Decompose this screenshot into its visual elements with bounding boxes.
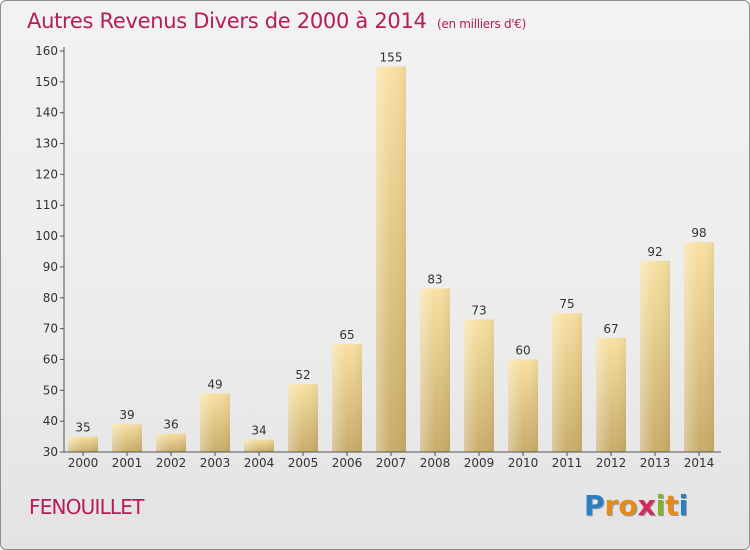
y-tick-label-60: 60	[43, 352, 58, 366]
data-label-2007: 155	[380, 50, 403, 64]
x-tick-label-2004: 2004	[244, 456, 275, 470]
chart-title: Autres Revenus Divers de 2000 à 2014 (en…	[27, 9, 526, 33]
bar-shade-2001	[112, 424, 142, 452]
bar-shade-2002	[156, 433, 186, 452]
y-tick-label-100: 100	[35, 229, 58, 243]
bar-shade-2010	[508, 359, 538, 452]
logo-letter: o	[618, 489, 638, 522]
y-tick-label-40: 40	[43, 414, 58, 428]
y-tick-label-50: 50	[43, 383, 58, 397]
x-tick-label-2006: 2006	[332, 456, 363, 470]
data-label-2008: 83	[427, 273, 442, 287]
data-label-2006: 65	[339, 328, 354, 342]
x-tick-label-2012: 2012	[596, 456, 627, 470]
bar-shade-2007	[376, 66, 406, 452]
data-label-2004: 34	[251, 424, 266, 438]
bar-shade-2014	[684, 242, 714, 452]
logo-letter: P	[584, 489, 605, 522]
x-tick-label-2010: 2010	[508, 456, 539, 470]
y-tick-label-130: 130	[35, 137, 58, 151]
x-tick-label-2007: 2007	[376, 456, 407, 470]
x-tick-label-2009: 2009	[464, 456, 495, 470]
chart-title-text: Autres Revenus Divers de 2000 à 2014	[27, 9, 427, 33]
y-tick-label-30: 30	[43, 445, 58, 459]
bar-shade-2011	[552, 313, 582, 452]
data-label-2000: 35	[75, 421, 90, 435]
y-tick-label-150: 150	[35, 75, 58, 89]
bar-shade-2013	[640, 260, 670, 452]
logo-letter: r	[604, 489, 619, 522]
axes-group: 2000 2001 2002 2003 2004 2005 2006 2007 2008 2009…	[35, 44, 721, 470]
data-label-2009: 73	[471, 303, 486, 317]
y-tick-label-80: 80	[43, 291, 58, 305]
x-tick-label-2002: 2002	[156, 456, 187, 470]
y-tick-label-160: 160	[35, 44, 58, 58]
data-label-2005: 52	[295, 368, 310, 382]
logo-letter: i	[678, 489, 689, 522]
x-tick-label-2008: 2008	[420, 456, 451, 470]
bar-shade-2009	[464, 319, 494, 452]
y-tick-label-90: 90	[43, 260, 58, 274]
proxiti-logo: Proxiti	[584, 489, 688, 522]
y-tick-label-120: 120	[35, 167, 58, 181]
logo-letter: x	[637, 489, 656, 522]
logo-letter: t	[665, 489, 679, 522]
y-tick-label-140: 140	[35, 106, 58, 120]
x-tick-label-2014: 2014	[684, 456, 715, 470]
x-tick-label-2001: 2001	[112, 456, 143, 470]
bar-shade-2005	[288, 384, 318, 452]
bar-shade-2008	[420, 288, 450, 452]
data-label-2011: 75	[559, 297, 574, 311]
bar-shade-2000	[68, 436, 98, 452]
bars-group: 35 39 36 49 34 52 65 155 83 73 60 75 67 92 98	[68, 50, 714, 452]
bar-shade-2003	[200, 393, 230, 452]
x-tick-label-2005: 2005	[288, 456, 319, 470]
data-label-2002: 36	[163, 417, 178, 431]
data-label-2003: 49	[207, 377, 222, 391]
logo-letter: i	[655, 489, 666, 522]
bar-shade-2012	[596, 337, 626, 452]
x-tick-label-2000: 2000	[68, 456, 99, 470]
x-tick-label-2011: 2011	[552, 456, 583, 470]
bar-shade-2004	[244, 439, 274, 452]
chart-subtitle: (en milliers d'€)	[437, 17, 527, 31]
data-label-2001: 39	[119, 408, 134, 422]
bar-shade-2006	[332, 344, 362, 452]
y-tick-label-110: 110	[35, 198, 58, 212]
y-tick-label-70: 70	[43, 322, 58, 336]
data-label-2014: 98	[691, 226, 706, 240]
data-label-2013: 92	[647, 245, 662, 259]
x-tick-label-2013: 2013	[640, 456, 671, 470]
data-label-2012: 67	[603, 322, 618, 336]
x-tick-label-2003: 2003	[200, 456, 231, 470]
commune-name: FENOUILLET	[29, 495, 144, 519]
data-label-2010: 60	[515, 343, 530, 357]
